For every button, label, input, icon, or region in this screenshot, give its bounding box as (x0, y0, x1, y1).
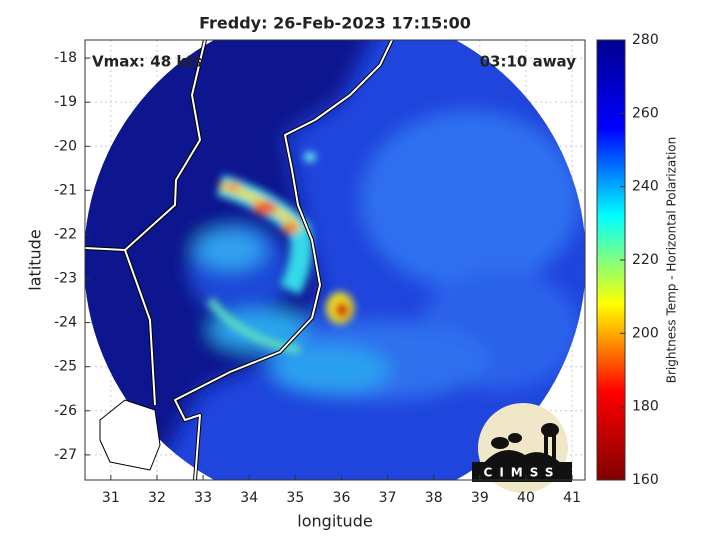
y-tick-label: -22 (54, 226, 77, 242)
x-tick-label: 36 (333, 490, 351, 506)
y-tick-label: -27 (54, 447, 77, 463)
y-tick-label: -24 (54, 315, 77, 331)
x-axis-label: longitude (297, 512, 372, 531)
y-axis-label: latitude (26, 229, 45, 290)
colorbar-tick-label: 160 (632, 472, 659, 488)
time-away-annotation: 03:10 away (480, 53, 577, 71)
colorbar-tick-label: 180 (632, 399, 659, 415)
colorbar-tick-label: 260 (632, 105, 659, 121)
x-tick-label: 31 (102, 490, 120, 506)
y-tick-label: -21 (54, 182, 77, 198)
x-tick-label: 32 (148, 490, 166, 506)
vmax-annotation: Vmax: 48 kts (92, 53, 202, 71)
y-tick-label: -19 (54, 94, 77, 110)
x-tick-label: 37 (379, 490, 397, 506)
plot-frame (84, 39, 586, 481)
coastlines (85, 40, 394, 480)
x-tick-label: 34 (240, 490, 258, 506)
colorbar-tick-label: 280 (632, 32, 659, 48)
logo-text: CIMSS (484, 466, 561, 480)
y-tick-label: -18 (54, 50, 77, 66)
y-tick-label: -20 (54, 138, 77, 154)
x-tick-label: 41 (563, 490, 581, 506)
x-tick-label: 33 (194, 490, 212, 506)
x-tick-label: 40 (517, 490, 535, 506)
colorbar-tick-label: 200 (632, 325, 659, 341)
x-tick-label: 39 (471, 490, 489, 506)
satellite-image (85, 40, 585, 480)
colorbar-tick-label: 220 (632, 252, 659, 268)
y-tick-label: -23 (54, 271, 77, 287)
colorbar-label: Brightness Temp - Horizontal Polarizatio… (665, 137, 679, 384)
title: Freddy: 26-Feb-2023 17:15:00 (199, 14, 471, 33)
x-tick-label: 38 (425, 490, 443, 506)
y-tick-label: -25 (54, 359, 77, 375)
colorbar-tick-label: 240 (632, 179, 659, 195)
cimss-logo: CIMSS (472, 403, 572, 493)
x-tick-label: 35 (286, 490, 304, 506)
y-tick-label: -26 (54, 403, 77, 419)
